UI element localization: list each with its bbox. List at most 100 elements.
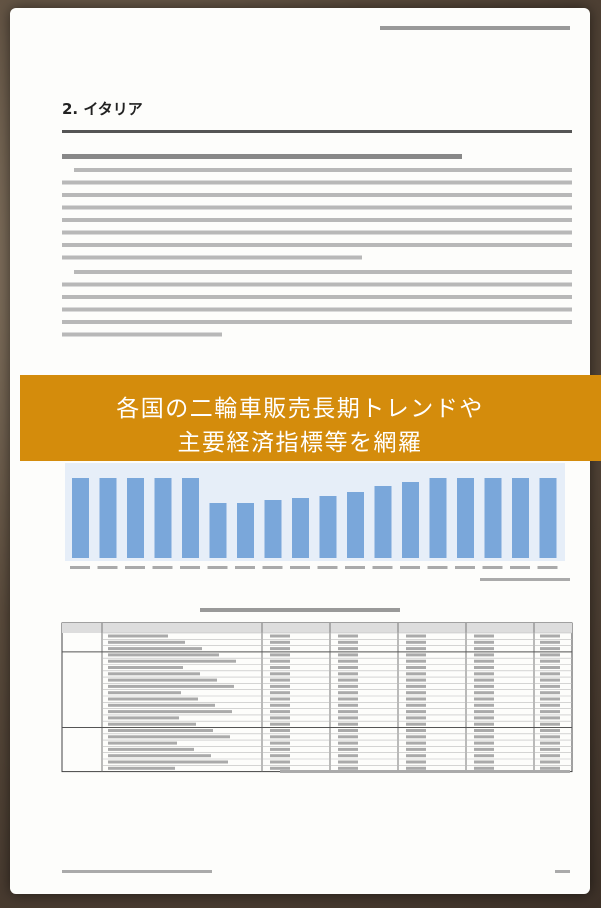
- text-placeholder: [338, 761, 358, 764]
- text-placeholder: [108, 716, 179, 719]
- text-placeholder: [318, 566, 338, 569]
- text-placeholder: [208, 566, 228, 569]
- text-placeholder: [474, 672, 494, 675]
- text-placeholder: [540, 754, 560, 757]
- text-placeholder: [108, 761, 228, 764]
- text-placeholder: [108, 641, 185, 644]
- text-placeholder: [74, 270, 572, 274]
- text-placeholder: [540, 742, 560, 745]
- text-placeholder: [406, 660, 426, 663]
- text-placeholder: [270, 761, 290, 764]
- text-placeholder: [270, 653, 290, 656]
- text-placeholder: [555, 870, 570, 873]
- text-placeholder: [108, 754, 211, 757]
- text-placeholder: [338, 685, 358, 688]
- text-placeholder: [62, 181, 572, 185]
- text-placeholder: [270, 685, 290, 688]
- text-placeholder: [180, 566, 200, 569]
- text-placeholder: [235, 566, 255, 569]
- chart-bar-decoration: [347, 492, 364, 558]
- text-placeholder: [474, 761, 494, 764]
- text-placeholder: [406, 735, 426, 738]
- text-placeholder: [406, 767, 426, 770]
- text-placeholder: [338, 704, 358, 707]
- text-placeholder: [540, 691, 560, 694]
- text-placeholder: [62, 193, 572, 197]
- text-placeholder: [474, 704, 494, 707]
- text-placeholder: [406, 761, 426, 764]
- text-placeholder: [153, 566, 173, 569]
- text-placeholder: [406, 685, 426, 688]
- text-placeholder: [338, 729, 358, 732]
- text-placeholder: [406, 716, 426, 719]
- banner-line: 各国の二輪車販売長期トレンドや: [20, 389, 580, 423]
- text-placeholder: [406, 754, 426, 757]
- text-placeholder: [474, 647, 494, 650]
- text-placeholder: [290, 566, 310, 569]
- text-placeholder: [338, 754, 358, 757]
- text-placeholder: [406, 723, 426, 726]
- text-placeholder: [338, 660, 358, 663]
- text-placeholder: [406, 666, 426, 669]
- text-placeholder: [373, 566, 393, 569]
- text-placeholder: [270, 723, 290, 726]
- text-placeholder: [474, 698, 494, 701]
- promo-banner: 各国の二輪車販売長期トレンドや 主要経済指標等を網羅: [20, 375, 601, 461]
- text-placeholder: [270, 641, 290, 644]
- text-placeholder: [345, 566, 365, 569]
- text-placeholder: [540, 660, 560, 663]
- text-placeholder: [474, 660, 494, 663]
- text-placeholder: [540, 735, 560, 738]
- text-placeholder: [338, 767, 358, 770]
- text-placeholder: [108, 767, 175, 770]
- chart-bar-decoration: [512, 478, 529, 558]
- chart-bar-decoration: [320, 496, 337, 558]
- text-placeholder: [474, 754, 494, 757]
- text-placeholder: [540, 641, 560, 644]
- text-placeholder: [62, 308, 572, 312]
- text-placeholder: [62, 218, 572, 222]
- text-placeholder: [540, 748, 560, 751]
- text-placeholder: [406, 653, 426, 656]
- text-placeholder: [74, 168, 572, 172]
- text-placeholder: [270, 679, 290, 682]
- title-rule: [62, 130, 572, 133]
- text-placeholder: [338, 698, 358, 701]
- text-placeholder: [338, 723, 358, 726]
- text-placeholder: [270, 767, 290, 770]
- text-placeholder: [270, 748, 290, 751]
- text-placeholder: [108, 704, 215, 707]
- text-placeholder: [474, 691, 494, 694]
- text-placeholder: [62, 256, 362, 260]
- text-placeholder: [108, 653, 219, 656]
- text-placeholder: [70, 566, 90, 569]
- chart-bar-decoration: [210, 503, 227, 558]
- text-placeholder: [270, 666, 290, 669]
- text-placeholder: [540, 767, 560, 770]
- text-placeholder: [270, 729, 290, 732]
- text-placeholder: [270, 660, 290, 663]
- text-placeholder: [270, 672, 290, 675]
- text-placeholder: [540, 761, 560, 764]
- text-placeholder: [538, 566, 558, 569]
- text-placeholder: [540, 716, 560, 719]
- text-placeholder: [280, 770, 570, 773]
- text-placeholder: [540, 647, 560, 650]
- text-placeholder: [338, 748, 358, 751]
- text-placeholder: [338, 641, 358, 644]
- text-placeholder: [474, 716, 494, 719]
- text-placeholder: [540, 685, 560, 688]
- section-title: 2. イタリア: [62, 98, 143, 119]
- text-placeholder: [406, 691, 426, 694]
- text-placeholder: [474, 748, 494, 751]
- text-placeholder: [540, 710, 560, 713]
- text-placeholder: [125, 566, 145, 569]
- text-placeholder: [270, 710, 290, 713]
- text-placeholder: [474, 685, 494, 688]
- text-placeholder: [108, 666, 183, 669]
- text-placeholder: [474, 635, 494, 638]
- chart-bar-decoration: [485, 478, 502, 558]
- text-placeholder: [62, 206, 572, 210]
- text-placeholder: [62, 870, 212, 873]
- text-placeholder: [338, 742, 358, 745]
